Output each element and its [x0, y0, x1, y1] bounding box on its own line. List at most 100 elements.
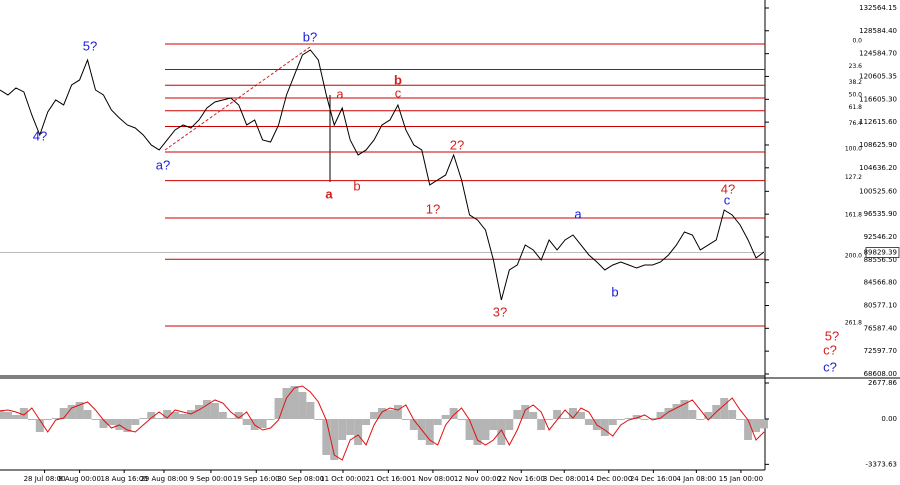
x-tick-label: 29 Aug 08:00 [140, 475, 187, 483]
histogram-bar [537, 418, 546, 430]
histogram-bar [234, 411, 243, 419]
y-tick-label: 96535.90 [864, 210, 897, 218]
histogram-bar [338, 418, 347, 440]
histogram-bar [640, 418, 649, 420]
y-tick-label: 68608.00 [864, 370, 897, 378]
histogram-bar [425, 418, 434, 445]
histogram-bar [290, 385, 299, 419]
fib-label: 50.0 [849, 91, 863, 98]
x-tick-label: 30 Sep 08:00 [277, 475, 324, 483]
wave-label: a [574, 206, 582, 221]
histogram-bar [664, 408, 673, 419]
x-tick-label: 1 Nov 08:00 [412, 475, 455, 483]
histogram-bar [163, 409, 172, 419]
y-tick-label: 108625.90 [859, 141, 897, 149]
x-tick-label: 21 Oct 16:00 [366, 475, 412, 483]
x-tick-label: 14 Dec 00:00 [585, 475, 632, 483]
histogram-bar [401, 418, 410, 420]
last-price-label: 89829.39 [864, 249, 897, 257]
histogram-bar [298, 391, 307, 419]
wave-label: a [325, 186, 333, 201]
histogram-bar [600, 418, 609, 437]
histogram-bar [226, 418, 235, 419]
histogram-bar [202, 399, 211, 419]
histogram-bar [282, 387, 291, 419]
y-tick-label: 104636.20 [859, 164, 897, 172]
histogram-bar [123, 418, 132, 432]
histogram-bar [330, 418, 339, 460]
histogram-bar [584, 418, 593, 425]
wave-label: 5? [825, 328, 839, 343]
y-tick-label: 2677.86 [868, 379, 897, 387]
x-tick-label: 24 Dec 16:00 [630, 475, 677, 483]
wave-label: a? [156, 157, 170, 172]
x-tick-label: 19 Sep 16:00 [233, 475, 280, 483]
histogram-bar [3, 411, 12, 419]
histogram-bar [632, 414, 641, 419]
y-tick-label: 128584.40 [859, 27, 897, 35]
wave-label: c [395, 85, 402, 100]
y-tick-label: 84566.80 [864, 279, 897, 287]
y-tick-label: 80577.10 [864, 301, 897, 309]
histogram-bar [370, 411, 379, 419]
histogram-bar [656, 411, 665, 419]
histogram-bar [409, 418, 418, 430]
histogram-bar [736, 418, 745, 420]
histogram-bar [306, 401, 315, 419]
fib-label: 161.8 [845, 211, 862, 218]
x-tick-label: 12 Nov 00:00 [454, 475, 501, 483]
histogram-bar [569, 408, 577, 419]
histogram-bar [266, 418, 275, 420]
histogram-bar [35, 418, 44, 432]
histogram-bar [0, 409, 4, 419]
y-tick-label: 100525.60 [859, 187, 897, 195]
histogram-bar [744, 418, 753, 440]
fib-label: 38.2 [849, 79, 863, 86]
histogram-bar [385, 409, 394, 419]
histogram-bar [378, 408, 386, 419]
histogram-bar [210, 402, 219, 419]
histogram-bar [194, 404, 203, 419]
histogram-bar [322, 418, 331, 455]
histogram-bar [131, 418, 140, 425]
histogram-bar [529, 411, 538, 419]
y-tick-label: -3373.63 [866, 460, 897, 468]
histogram-bar [576, 411, 585, 419]
histogram-bar [473, 418, 482, 445]
histogram-bar [314, 418, 323, 420]
wave-label: c? [823, 342, 837, 357]
x-tick-label: 22 Nov 16:00 [498, 475, 545, 483]
y-tick-label: 72597.70 [864, 347, 897, 355]
histogram-bar [704, 411, 713, 419]
histogram-bar [553, 409, 562, 419]
wave-label: b? [303, 29, 317, 44]
x-tick-label: 18 Aug 16:00 [101, 475, 148, 483]
histogram-bar [545, 418, 554, 420]
x-tick-label: 4 Jan 08:00 [676, 475, 716, 483]
histogram-bar [648, 418, 657, 419]
wave-label: 4? [721, 181, 735, 196]
histogram-bar [680, 399, 689, 419]
histogram-bar [83, 409, 92, 419]
histogram-bar [171, 411, 180, 419]
wave-label: 2? [450, 137, 464, 152]
fib-label: 76.4 [849, 120, 863, 127]
histogram-bar [11, 414, 20, 419]
histogram-bar [441, 414, 450, 419]
histogram-bar [616, 418, 625, 420]
histogram-bar [51, 418, 60, 419]
histogram-bar [720, 397, 729, 419]
last-price-box [865, 247, 900, 258]
y-tick-label: 92546.20 [864, 233, 897, 241]
histogram-bar [107, 418, 116, 425]
histogram-bar [457, 418, 466, 420]
histogram-bar [258, 418, 267, 429]
y-tick-label: 88556.50 [864, 256, 897, 264]
histogram-bar [497, 418, 506, 445]
histogram-bar [752, 418, 761, 432]
histogram-bar [43, 418, 52, 420]
wave-label: b [394, 72, 402, 87]
wave-label: 3? [493, 304, 507, 319]
x-tick-label: 28 Jul 08:00 [24, 475, 66, 483]
y-tick-label: 112615.60 [859, 118, 897, 126]
